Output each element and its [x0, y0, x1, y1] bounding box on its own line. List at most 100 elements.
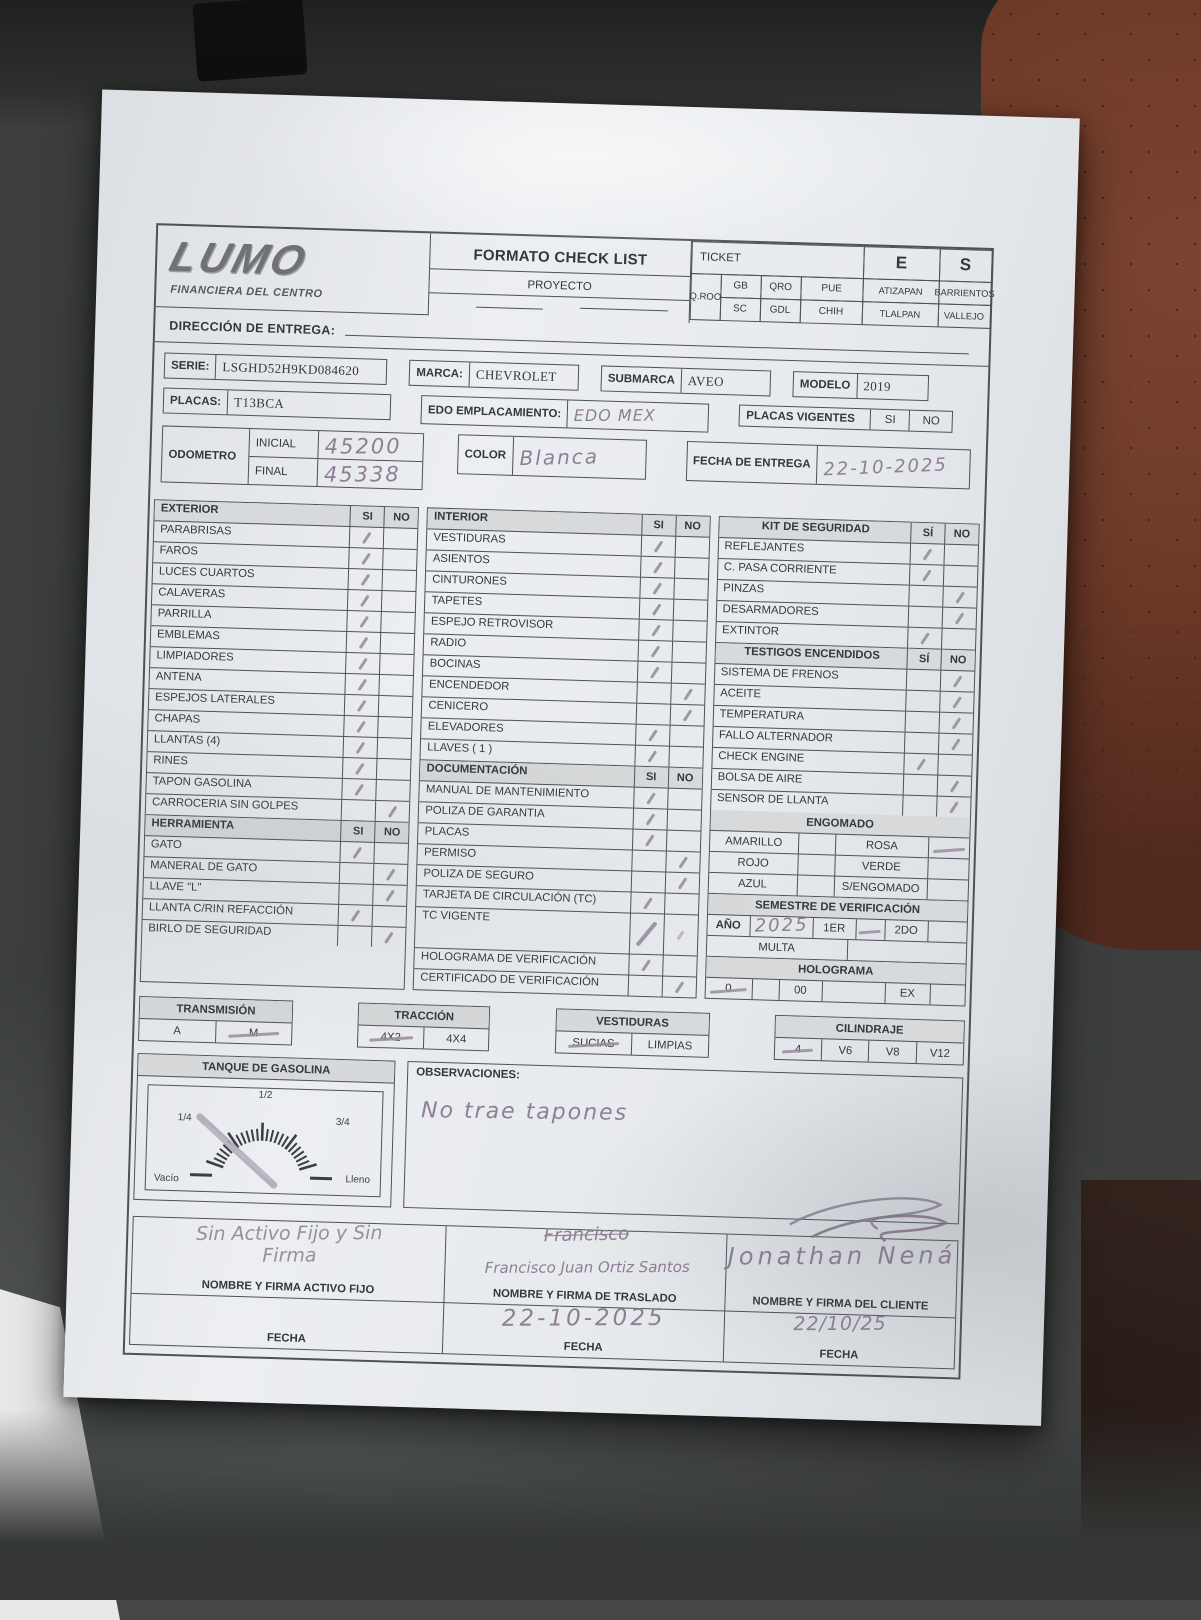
check-cell-no: [371, 926, 406, 948]
checklist-column-seguridad: KIT DE SEGURIDAD SÍ NO REFLEJANTES C. PASA C…: [704, 515, 980, 1007]
check-mark: [357, 678, 368, 691]
engomado-rojo-box: [797, 854, 836, 876]
check-mark: [357, 699, 367, 712]
color-label: COLOR: [457, 435, 514, 475]
odometro-label: ODOMETRO: [161, 426, 251, 485]
check-mark: [955, 591, 965, 604]
ticket-cell-vallejo: VALLEJO: [937, 302, 991, 329]
engomado-verde: VERDE: [834, 855, 929, 879]
signatures-table: Sin Activo Fijo y Sin Firma NOMBRE Y FIR…: [128, 1214, 959, 1370]
ticket-e: E: [862, 245, 941, 281]
odometro-final-label: FINAL: [254, 464, 288, 478]
check-cell-si: [339, 841, 375, 863]
check-mark: [950, 737, 961, 751]
check-cell-si: [630, 850, 666, 872]
check-mark: [359, 615, 370, 628]
check-cell-no: [662, 914, 698, 956]
handwritten-observations: No trae tapones: [420, 1098, 629, 1126]
engomado-azul: AZUL: [708, 872, 798, 896]
check-cell-no: [383, 528, 418, 550]
check-mark: [653, 540, 663, 553]
check-cell-si: [905, 690, 940, 712]
check-cell-si: [909, 543, 945, 565]
title-block: FORMATO CHECK LIST PROYECTO: [429, 233, 691, 323]
engomado-rosa: ROSA: [835, 834, 930, 858]
check-cell-si: [629, 892, 665, 914]
checklist-column-exterior: EXTERIOR SI NO PARABRISAS FAROS LUCES CUARTOS…: [139, 499, 420, 990]
check-cell-si: [905, 669, 941, 691]
check-cell-no: [669, 683, 705, 705]
col-header-no: NO: [944, 523, 979, 545]
check-mark: [951, 716, 961, 730]
fuel-tank-box: TANQUE DE GASOLINA 1/2 1/4 3/4 Vacío Lle…: [133, 1052, 396, 1208]
check-cell-si: [636, 661, 672, 683]
check-mark: [356, 720, 366, 733]
check-mark: [384, 931, 394, 944]
ticket-cell-atizapan: ATIZAPAN: [861, 277, 940, 304]
checklist-column-interior: INTERIOR SI NO VESTIDURAS ASIENTOS CINTURONES…: [413, 507, 711, 999]
check-cell-no: [942, 586, 977, 608]
serie-value: LSGHD52H9KD084620: [222, 359, 360, 379]
placas-value: T13BCA: [233, 394, 285, 412]
check-cell-si: [635, 703, 670, 725]
semestre-2do: 2DO: [884, 920, 929, 942]
handwritten-cliente-name: Jonathan Nená: [727, 1241, 957, 1271]
check-mark: [385, 889, 395, 902]
check-mark: [644, 833, 654, 847]
check-mark: [355, 741, 366, 754]
check-cell-no: [661, 955, 697, 977]
check-cell-no: [939, 670, 975, 692]
option-row: 4 V6 V8 V12: [774, 1037, 964, 1065]
check-cell-si: [347, 590, 382, 612]
check-mark: [921, 569, 932, 582]
placas-vigentes-si: SI: [870, 409, 911, 431]
check-cell-si: [634, 724, 670, 746]
check-cell-si: [908, 585, 943, 607]
placas-vigentes-label: PLACAS VIGENTES: [739, 405, 872, 430]
option-4: 4: [774, 1037, 823, 1061]
spacer: [292, 1001, 359, 1048]
ticket-cell-pue: PUE: [799, 275, 864, 302]
check-cell-si: [345, 652, 380, 674]
check-cell-si: [341, 799, 376, 821]
traccion-table: TRACCIÓN 4X2 4X4: [357, 1002, 491, 1052]
check-cell-si: [638, 598, 673, 620]
check-cell-no: [671, 620, 707, 642]
logo: LUMO FINANCIERA DEL CENTRO: [155, 225, 432, 316]
semestre-2do-box: [928, 921, 957, 942]
check-mark: [650, 624, 661, 637]
handwritten-fecha-traslado: 22-10-2025: [502, 1304, 666, 1332]
logo-wordmark: LUMO: [164, 232, 314, 284]
anio-value: 2025: [749, 914, 814, 938]
cliente-fecha-cell: 22/10/25 FECHA: [724, 1312, 956, 1369]
option-4x2: 4X2: [358, 1025, 425, 1049]
handwritten-fecha-cliente: 22/10/25: [793, 1312, 887, 1336]
check-cell-si: [342, 757, 377, 779]
submarca-value: AVEO: [687, 373, 725, 390]
check-cell-si: [903, 732, 939, 754]
fecha-entrega-label: FECHA DE ENTREGA: [686, 442, 819, 484]
delivery-address-label: DIRECCIÓN DE ENTREGA:: [169, 318, 336, 338]
engomado-sengomado-box: [928, 879, 969, 900]
check-mark: [360, 594, 370, 607]
spacer: [489, 1006, 556, 1053]
col-header-no: NO: [940, 649, 975, 671]
check-mark: [358, 657, 368, 670]
traslado-fecha-cell: 22-10-2025 FECHA: [443, 1303, 726, 1362]
check-cell-no: [382, 549, 418, 571]
handwritten-edo: EDO MEX: [574, 405, 657, 426]
check-mark: [351, 909, 361, 922]
handwritten-color: Blanca: [518, 444, 599, 471]
check-mark: [355, 762, 365, 775]
check-mark: [922, 548, 932, 561]
marca-label: MARCA:: [409, 360, 471, 387]
handwritten-odo-inicial: 45200: [324, 433, 402, 459]
fuel-label-half: 1/2: [258, 1089, 273, 1101]
option-sucias: SUCIAS: [555, 1031, 633, 1055]
check-cell-no: [942, 565, 978, 587]
check-cell-no: [943, 544, 979, 566]
handwritten-activo-fijo: Sin Activo Fijo y Sin Firma: [141, 1222, 438, 1268]
engomado-azul-box: [797, 875, 835, 897]
vehicle-info: SERIE: LSGHD52H9KD084620 MARCA: CHEVROLE…: [151, 342, 989, 507]
fuel-label-quarter: 1/4: [177, 1112, 192, 1124]
